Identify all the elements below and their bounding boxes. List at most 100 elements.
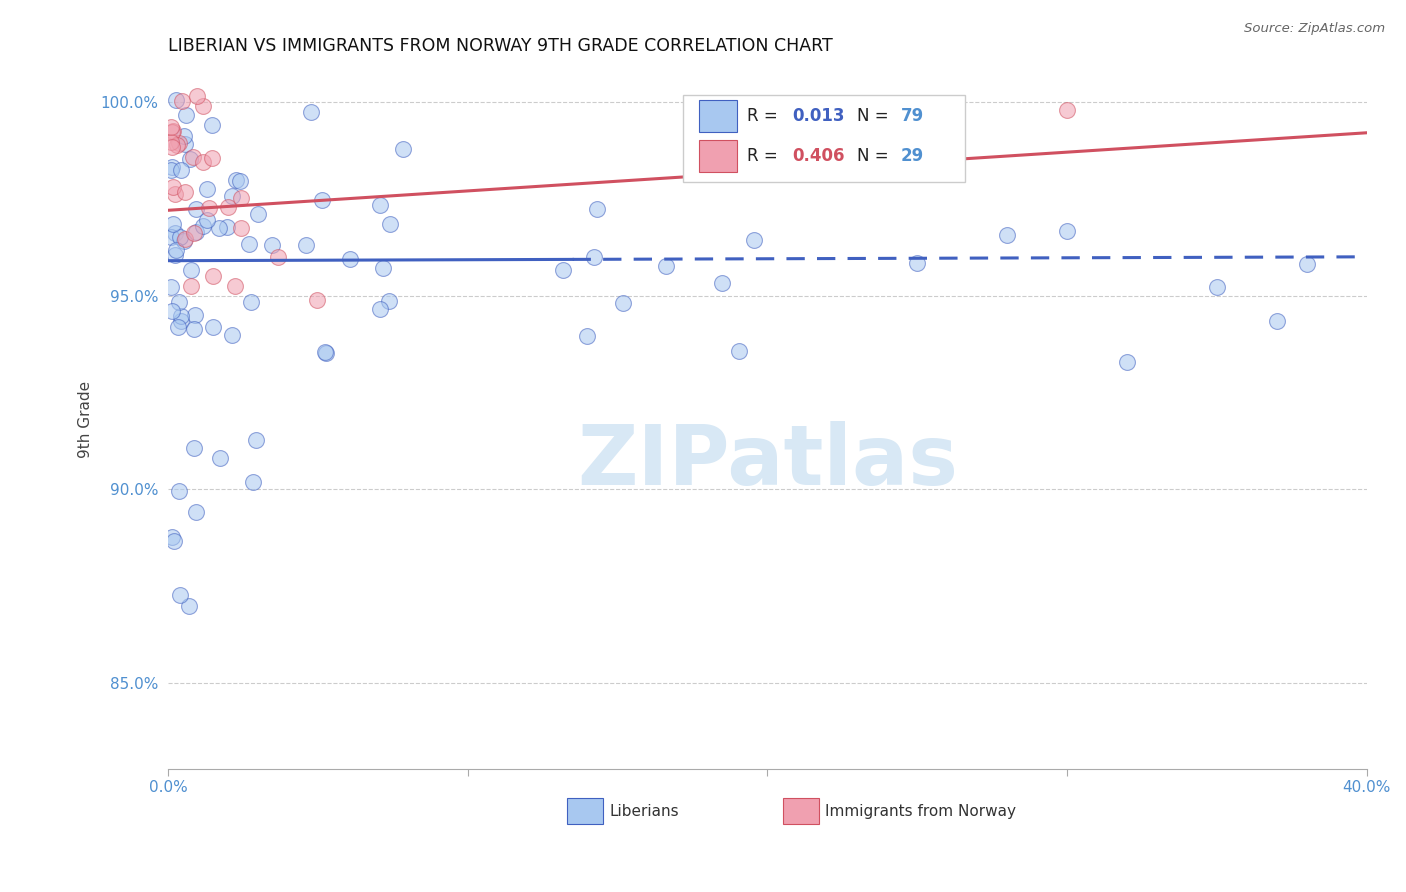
- Point: [195, 212, 218, 227]
- Point: [315, 346, 337, 360]
- FancyBboxPatch shape: [699, 140, 737, 172]
- Point: [183, 441, 205, 455]
- Point: [160, 136, 183, 150]
- Point: [170, 314, 193, 328]
- Point: [173, 185, 195, 199]
- Point: [655, 260, 678, 274]
- Point: [262, 238, 284, 252]
- Point: [160, 120, 183, 135]
- Point: [162, 217, 184, 231]
- Point: [240, 294, 263, 309]
- Text: N =: N =: [858, 147, 894, 165]
- Point: [184, 505, 207, 519]
- Point: [217, 200, 239, 214]
- Point: [167, 295, 190, 310]
- Point: [583, 250, 606, 264]
- Point: [170, 162, 193, 177]
- Point: [742, 233, 765, 247]
- Point: [160, 163, 183, 178]
- Point: [339, 252, 361, 267]
- Point: [165, 93, 187, 107]
- Point: [392, 142, 415, 156]
- Point: [245, 434, 267, 448]
- Point: [266, 250, 288, 264]
- Point: [201, 151, 224, 165]
- Point: [169, 136, 191, 150]
- Point: [378, 217, 401, 231]
- Y-axis label: 9th Grade: 9th Grade: [79, 381, 93, 458]
- Point: [169, 588, 191, 602]
- Text: Liberians: Liberians: [609, 804, 679, 819]
- Point: [162, 124, 184, 138]
- Point: [183, 226, 205, 240]
- Text: ZIPatlas: ZIPatlas: [576, 421, 957, 502]
- FancyBboxPatch shape: [683, 95, 965, 182]
- Point: [174, 231, 197, 245]
- Point: [371, 260, 394, 275]
- FancyBboxPatch shape: [783, 797, 818, 824]
- Point: [173, 234, 195, 248]
- Point: [995, 228, 1018, 243]
- Point: [174, 108, 197, 122]
- Point: [180, 262, 202, 277]
- Point: [905, 256, 928, 270]
- Point: [184, 308, 207, 322]
- Point: [246, 207, 269, 221]
- Point: [191, 154, 214, 169]
- Point: [868, 98, 890, 112]
- Point: [160, 160, 183, 174]
- Point: [180, 279, 202, 293]
- Point: [229, 174, 252, 188]
- Point: [163, 186, 186, 201]
- Point: [163, 533, 186, 548]
- Point: [221, 189, 243, 203]
- Point: [160, 230, 183, 244]
- Point: [576, 329, 599, 343]
- Point: [612, 296, 634, 310]
- Point: [225, 173, 247, 187]
- Text: 0.406: 0.406: [793, 147, 845, 165]
- Point: [305, 293, 328, 307]
- Point: [208, 220, 231, 235]
- Point: [217, 220, 239, 235]
- Point: [166, 137, 188, 152]
- Point: [370, 302, 392, 317]
- FancyBboxPatch shape: [567, 797, 603, 824]
- Point: [173, 136, 195, 151]
- Point: [177, 599, 200, 614]
- Point: [195, 182, 218, 196]
- Point: [183, 321, 205, 335]
- Point: [201, 118, 224, 132]
- Point: [311, 193, 333, 207]
- Text: 79: 79: [900, 107, 924, 125]
- Point: [221, 328, 243, 343]
- Point: [553, 263, 575, 277]
- Point: [169, 229, 191, 244]
- Point: [1206, 280, 1229, 294]
- Point: [378, 294, 401, 309]
- Text: 0.013: 0.013: [793, 107, 845, 125]
- Point: [229, 191, 252, 205]
- Point: [181, 150, 204, 164]
- Point: [727, 344, 749, 359]
- Text: R =: R =: [747, 147, 783, 165]
- Point: [162, 139, 184, 153]
- Point: [299, 104, 322, 119]
- Text: R =: R =: [747, 107, 783, 125]
- FancyBboxPatch shape: [699, 100, 737, 132]
- Point: [208, 450, 231, 465]
- Point: [165, 243, 187, 257]
- Point: [173, 129, 195, 144]
- Point: [163, 248, 186, 262]
- Point: [160, 280, 183, 294]
- Point: [238, 237, 260, 252]
- Point: [1056, 224, 1078, 238]
- Point: [170, 309, 193, 323]
- Point: [368, 198, 391, 212]
- Point: [202, 269, 225, 284]
- Point: [231, 221, 253, 235]
- Point: [163, 227, 186, 241]
- Point: [1265, 314, 1288, 328]
- Point: [711, 276, 734, 290]
- Point: [242, 475, 264, 490]
